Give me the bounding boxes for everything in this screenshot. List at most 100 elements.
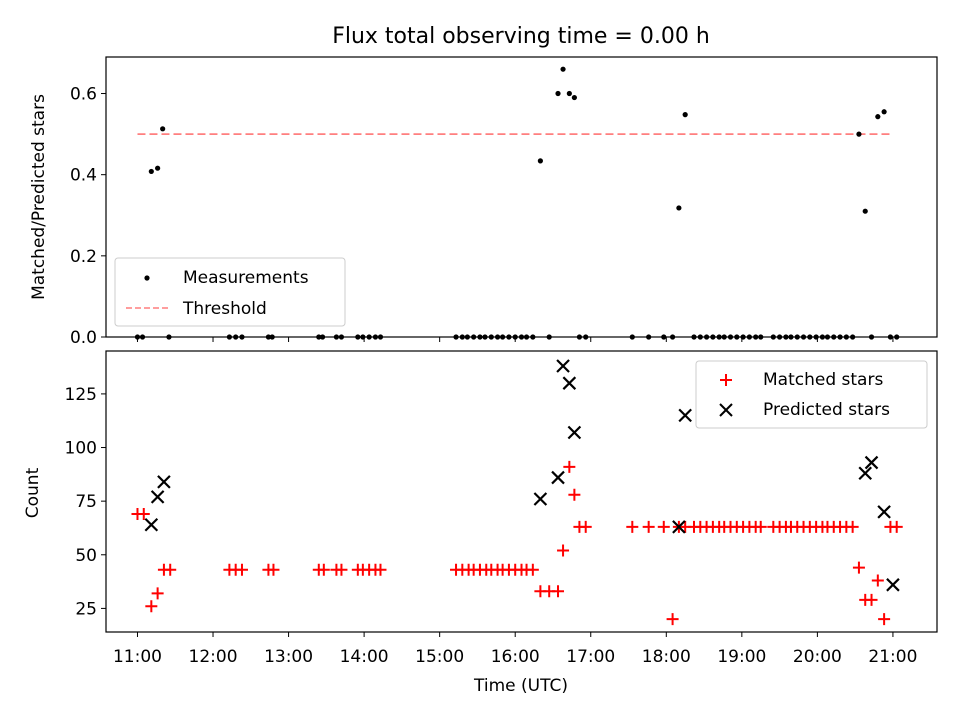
predicted-star-point bbox=[886, 578, 900, 592]
measurement-point bbox=[500, 334, 506, 340]
bottom-x-axis: 11:00 12:00 13:00 14:00 15:00 16:00 17:00 18:00… bbox=[113, 632, 917, 667]
measurement-point bbox=[862, 208, 868, 214]
measurement-point bbox=[837, 334, 843, 340]
measurement-point bbox=[734, 334, 740, 340]
measurement-point bbox=[710, 334, 716, 340]
matched-star-point bbox=[164, 563, 177, 576]
measurement-point bbox=[488, 334, 494, 340]
matched-star-point bbox=[878, 613, 891, 626]
x-tick-label: 12:00 bbox=[189, 647, 238, 667]
bottom-y-tick-label: 125 bbox=[65, 385, 97, 405]
predicted-star-point bbox=[567, 425, 582, 440]
top-series-marks bbox=[134, 66, 900, 340]
measurement-point bbox=[560, 66, 566, 72]
measurement-point bbox=[494, 334, 501, 340]
measurement-point bbox=[459, 334, 465, 340]
bottom-y-tick-label: 100 bbox=[65, 439, 97, 459]
x-tick-label: 13:00 bbox=[264, 647, 313, 667]
measurement-point bbox=[471, 334, 477, 340]
legend-marker-measurements bbox=[144, 275, 150, 281]
measurement-point bbox=[523, 334, 530, 340]
measurement-point bbox=[160, 126, 166, 132]
measurement-point bbox=[856, 131, 862, 137]
x-tick-label: 11:00 bbox=[113, 647, 162, 667]
matched-star-point bbox=[865, 593, 878, 606]
measurement-point bbox=[868, 334, 875, 340]
measurement-point bbox=[646, 334, 652, 340]
measurement-point bbox=[794, 334, 800, 340]
matched-star-point bbox=[374, 563, 387, 576]
measurement-point bbox=[372, 334, 379, 340]
x-tick-label: 20:00 bbox=[793, 647, 842, 667]
matched-star-point bbox=[557, 544, 570, 557]
top-y-axis: 0.0 0.2 0.4 0.6 bbox=[70, 85, 106, 348]
measurement-point bbox=[453, 334, 459, 340]
legend-marker-predicted-stars bbox=[719, 403, 733, 417]
matched-star-point bbox=[852, 561, 865, 574]
measurement-point bbox=[740, 334, 746, 340]
matched-star-point bbox=[846, 520, 859, 533]
chart-title: Flux total observing time = 0.00 h bbox=[332, 24, 710, 49]
measurement-point bbox=[850, 334, 856, 340]
measurement-point bbox=[546, 334, 552, 340]
measurement-point bbox=[746, 334, 752, 340]
bottom-plot-area bbox=[105, 350, 938, 633]
predicted-star-point bbox=[864, 455, 879, 470]
measurement-point bbox=[777, 334, 783, 340]
matched-star-point bbox=[145, 600, 158, 613]
bottom-y-tick-label: 50 bbox=[75, 546, 97, 566]
measurement-point bbox=[576, 334, 583, 340]
legend-label-matched-stars: Matched stars bbox=[763, 370, 883, 390]
matched-star-point bbox=[626, 520, 639, 533]
measurement-point bbox=[697, 334, 703, 340]
measurement-point bbox=[239, 334, 245, 340]
bottom-y-axis-label: Count bbox=[23, 467, 43, 518]
measurement-point bbox=[721, 334, 727, 340]
matched-star-point bbox=[579, 520, 592, 533]
measurement-point bbox=[682, 112, 688, 118]
measurement-point bbox=[355, 334, 361, 340]
x-tick-label: 17:00 bbox=[566, 647, 615, 667]
predicted-star-point bbox=[533, 492, 548, 506]
measurement-point bbox=[887, 334, 894, 340]
measurement-point bbox=[555, 90, 561, 97]
matched-star-point bbox=[317, 563, 330, 576]
bottom-panel: 25 50 75 100 125 11:00 12:00 13:00 14:00 15:00 16… bbox=[23, 350, 938, 696]
legend-label-measurements: Measurements bbox=[183, 268, 309, 288]
measurement-point bbox=[464, 334, 470, 340]
predicted-star-point bbox=[672, 520, 686, 534]
matched-star-point bbox=[871, 574, 884, 587]
x-axis-label: Time (UTC) bbox=[473, 676, 568, 696]
measurement-point bbox=[518, 334, 525, 340]
predicted-star-point bbox=[144, 517, 159, 532]
bottom-legend-box bbox=[695, 360, 928, 429]
measurement-point bbox=[758, 334, 764, 340]
measurement-point bbox=[831, 334, 837, 340]
bottom-y-tick-label: 25 bbox=[75, 599, 97, 619]
predicted-star-point bbox=[150, 490, 165, 504]
measurement-point bbox=[824, 334, 831, 340]
measurement-point bbox=[676, 205, 682, 211]
top-y-tick-label: 0.0 bbox=[70, 328, 97, 348]
legend-marker-matched-stars bbox=[720, 374, 732, 386]
measurement-point bbox=[727, 334, 734, 340]
measurement-point bbox=[139, 334, 146, 340]
measurement-point bbox=[894, 334, 900, 340]
x-tick-label: 19:00 bbox=[717, 647, 766, 667]
top-x-ticks bbox=[136, 337, 894, 342]
measurement-point bbox=[819, 334, 826, 340]
bottom-legend: Matched stars Predicted stars bbox=[695, 360, 928, 429]
measurement-point bbox=[629, 334, 635, 340]
measurement-point bbox=[377, 334, 384, 340]
measurement-point bbox=[875, 114, 881, 120]
measurement-point bbox=[530, 334, 536, 340]
matched-star-point bbox=[267, 563, 280, 576]
matched-star-point bbox=[137, 508, 150, 521]
measurement-point bbox=[661, 334, 667, 340]
predicted-star-point bbox=[858, 466, 873, 481]
bottom-y-tick-label: 75 bbox=[75, 492, 97, 512]
measurement-point bbox=[800, 334, 807, 340]
matched-star-point bbox=[642, 520, 655, 533]
measurement-point bbox=[770, 334, 776, 340]
